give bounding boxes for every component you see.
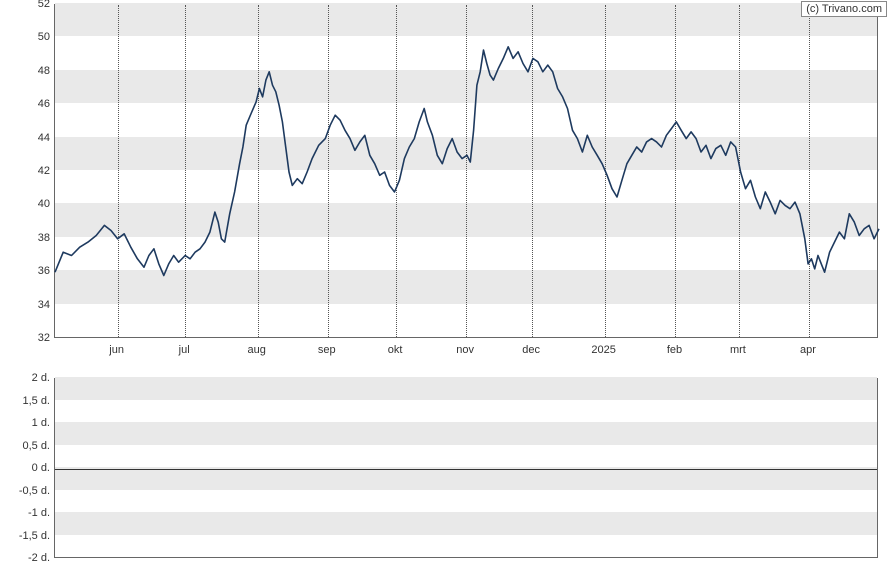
y-tick-label: 38 (24, 232, 50, 244)
x-tick-label: feb (667, 344, 682, 356)
y-tick-label: 52 (24, 0, 50, 10)
x-tick-label: sep (318, 344, 336, 356)
y-tick-label: -0,5 d. (8, 485, 50, 497)
x-tick-label: mrt (730, 344, 746, 356)
chart-band (55, 512, 877, 535)
y-tick-label: 40 (24, 198, 50, 210)
x-tick-label: dec (522, 344, 540, 356)
x-tick-label: apr (800, 344, 816, 356)
attribution-label: (c) Trivano.com (801, 1, 887, 17)
y-tick-label: 48 (24, 65, 50, 77)
price-line (55, 5, 879, 339)
chart-band (55, 422, 877, 445)
y-tick-label: -2 d. (8, 552, 50, 564)
x-tick-label: nov (456, 344, 474, 356)
chart-band (55, 377, 877, 400)
y-tick-label: 2 d. (8, 372, 50, 384)
y-tick-label: 46 (24, 98, 50, 110)
chart-band (55, 467, 877, 490)
main-price-chart (54, 4, 878, 338)
y-tick-label: 0,5 d. (8, 440, 50, 452)
x-tick-label: jun (109, 344, 124, 356)
x-tick-label: 2025 (591, 344, 615, 356)
y-tick-label: 0 d. (8, 462, 50, 474)
y-tick-label: 44 (24, 132, 50, 144)
x-tick-label: aug (248, 344, 266, 356)
x-tick-label: okt (388, 344, 403, 356)
zero-line (55, 469, 877, 470)
lower-indicator-chart (54, 378, 878, 558)
y-tick-label: -1 d. (8, 507, 50, 519)
y-tick-label: 50 (24, 31, 50, 43)
y-tick-label: 1,5 d. (8, 395, 50, 407)
y-tick-label: 42 (24, 165, 50, 177)
y-tick-label: 1 d. (8, 417, 50, 429)
y-tick-label: 34 (24, 299, 50, 311)
y-tick-label: 36 (24, 265, 50, 277)
x-tick-label: jul (179, 344, 190, 356)
y-tick-label: -1,5 d. (8, 530, 50, 542)
y-tick-label: 32 (24, 332, 50, 344)
